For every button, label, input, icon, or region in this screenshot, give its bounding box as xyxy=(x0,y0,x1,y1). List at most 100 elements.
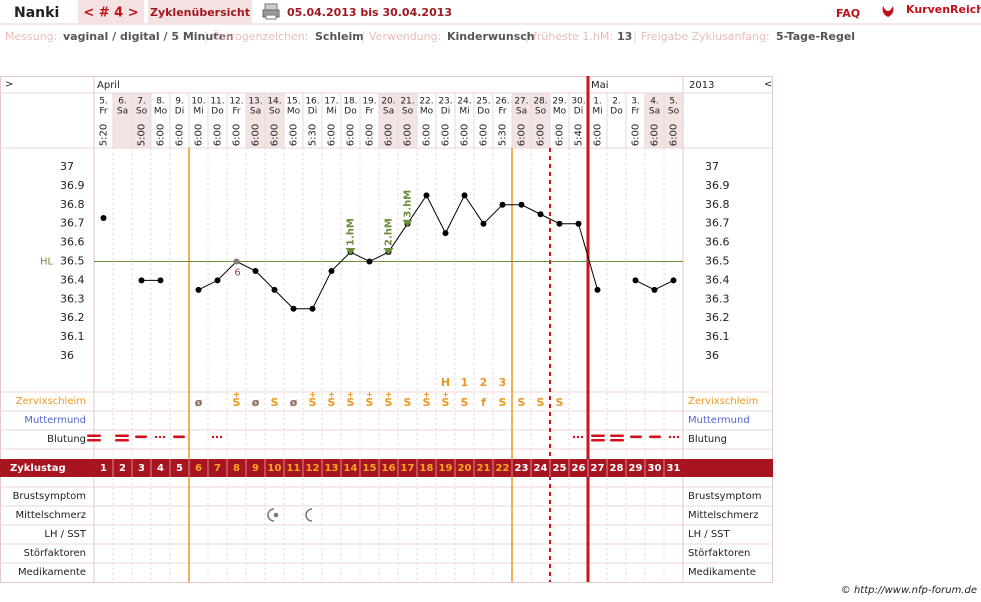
date: 15. xyxy=(286,97,300,107)
y-tick-label: 36.3 xyxy=(705,292,730,305)
weekend-shade xyxy=(246,93,265,148)
row-label: Störfaktoren xyxy=(688,548,750,559)
info-value: 13 xyxy=(617,30,632,43)
weekday: Do xyxy=(610,107,623,117)
cervix-symbol: S xyxy=(556,396,564,409)
weekend-shade xyxy=(379,93,398,148)
month-label: April xyxy=(97,80,120,91)
y-tick-label: 37 xyxy=(705,160,719,173)
cycle-day: 10 xyxy=(268,463,282,474)
peak-label: 2 xyxy=(480,376,488,389)
time: 6:00 xyxy=(403,124,414,146)
weekday: So xyxy=(136,107,148,117)
date: 29. xyxy=(552,97,566,107)
hm-marker xyxy=(345,248,356,256)
cycle-day: 13 xyxy=(325,463,339,474)
weekday: Mi xyxy=(592,107,602,117)
cycle-day: 2 xyxy=(119,463,126,474)
info-value: 5-Tage-Regel xyxy=(776,30,855,43)
y-tick-label: 36 xyxy=(705,349,719,362)
weekend-shade xyxy=(113,93,132,148)
weekend-shade xyxy=(512,93,531,148)
cycle-day: 15 xyxy=(363,463,377,474)
date: 18. xyxy=(343,97,357,107)
weekday: Fr xyxy=(498,107,507,117)
time: 6:00 xyxy=(536,124,547,146)
cycle-tab[interactable] xyxy=(78,0,144,24)
time: 6:00 xyxy=(270,124,281,146)
y-tick-label: 36.8 xyxy=(60,198,85,211)
time: 6:00 xyxy=(365,124,376,146)
cervix-symbol: S xyxy=(404,396,412,409)
temperature-point xyxy=(290,305,297,312)
weekend-shade xyxy=(265,93,284,148)
info-label: Messung: xyxy=(5,30,57,43)
time: 6:00 xyxy=(289,124,300,146)
time: 6:00 xyxy=(156,124,167,146)
point-note: 6 xyxy=(234,268,240,279)
y-tick-label: 36.3 xyxy=(60,292,85,305)
overview-link[interactable]: Zyklenübersicht xyxy=(150,6,250,19)
weekday: Fr xyxy=(232,107,241,117)
cycle-day: 7 xyxy=(214,463,221,474)
temperature-point xyxy=(461,192,468,199)
period: 05.04.2013 bis 30.04.2013 xyxy=(287,6,452,19)
cycle-day: 19 xyxy=(439,463,453,474)
date: 13. xyxy=(248,97,262,107)
date: 2. xyxy=(612,97,621,107)
weekday: So xyxy=(535,107,547,117)
weekend-shade xyxy=(664,93,683,148)
y-tick-label: 36.1 xyxy=(705,330,730,343)
temperature-point xyxy=(594,286,601,293)
print-icon[interactable] xyxy=(262,3,280,20)
cervix-symbol: S xyxy=(461,396,469,409)
cycle-day: 25 xyxy=(553,463,567,474)
cycle-day: 24 xyxy=(534,463,548,474)
cycle-day: 4 xyxy=(157,463,164,474)
weekday: Fr xyxy=(631,107,640,117)
date: 6. xyxy=(118,97,127,107)
overview-tab[interactable] xyxy=(148,0,252,24)
time: 6:00 xyxy=(460,124,471,146)
brand[interactable]: KurvenReich xyxy=(906,3,981,16)
cycle-day: 9 xyxy=(252,463,259,474)
temperature-point xyxy=(100,215,107,222)
time: 6:00 xyxy=(384,124,395,146)
time: 6:00 xyxy=(194,124,205,146)
info-value: vaginal / digital / 5 Minuten xyxy=(63,30,234,43)
time: 6:00 xyxy=(213,124,224,146)
temperature-point xyxy=(157,277,164,284)
weekday: Do xyxy=(477,107,490,117)
chart-frame xyxy=(0,76,773,583)
next-button[interactable]: < xyxy=(764,79,772,90)
cycle-day-bar xyxy=(0,459,773,477)
temperature-point xyxy=(537,211,544,218)
row-label: Brustsymptom xyxy=(688,491,761,502)
cycle-day: 5 xyxy=(176,463,183,474)
weekday: Mi xyxy=(326,107,336,117)
cycle-day: 31 xyxy=(667,463,681,474)
row-label: Muttermund xyxy=(688,415,750,426)
weekday: Mi xyxy=(459,107,469,117)
month-label: Mai xyxy=(591,80,609,91)
cycle-day: 8 xyxy=(233,463,240,474)
weekday: Sa xyxy=(516,107,527,117)
weekday: Di xyxy=(308,107,317,117)
date: 9. xyxy=(175,97,184,107)
y-tick-label: 36.6 xyxy=(705,236,730,249)
date: 19. xyxy=(362,97,376,107)
y-tick-label: 36.7 xyxy=(705,217,730,230)
faq-link[interactable]: FAQ xyxy=(836,7,860,20)
prev-button[interactable]: > xyxy=(5,79,13,90)
time: 5:30 xyxy=(308,124,319,146)
cervix-symbol: S+ xyxy=(309,390,317,410)
cervix-symbol: S+ xyxy=(328,390,336,410)
date: 14. xyxy=(267,97,281,107)
cervix-symbol: S+ xyxy=(423,390,431,410)
cycle-nav[interactable]: < # 4 > xyxy=(83,6,138,21)
temperature-point xyxy=(328,267,335,274)
y-tick-label: 36.2 xyxy=(60,311,85,324)
temperature-point xyxy=(442,230,449,237)
cervix-symbol: S xyxy=(537,396,545,409)
cervix-symbol: S+ xyxy=(366,390,374,410)
